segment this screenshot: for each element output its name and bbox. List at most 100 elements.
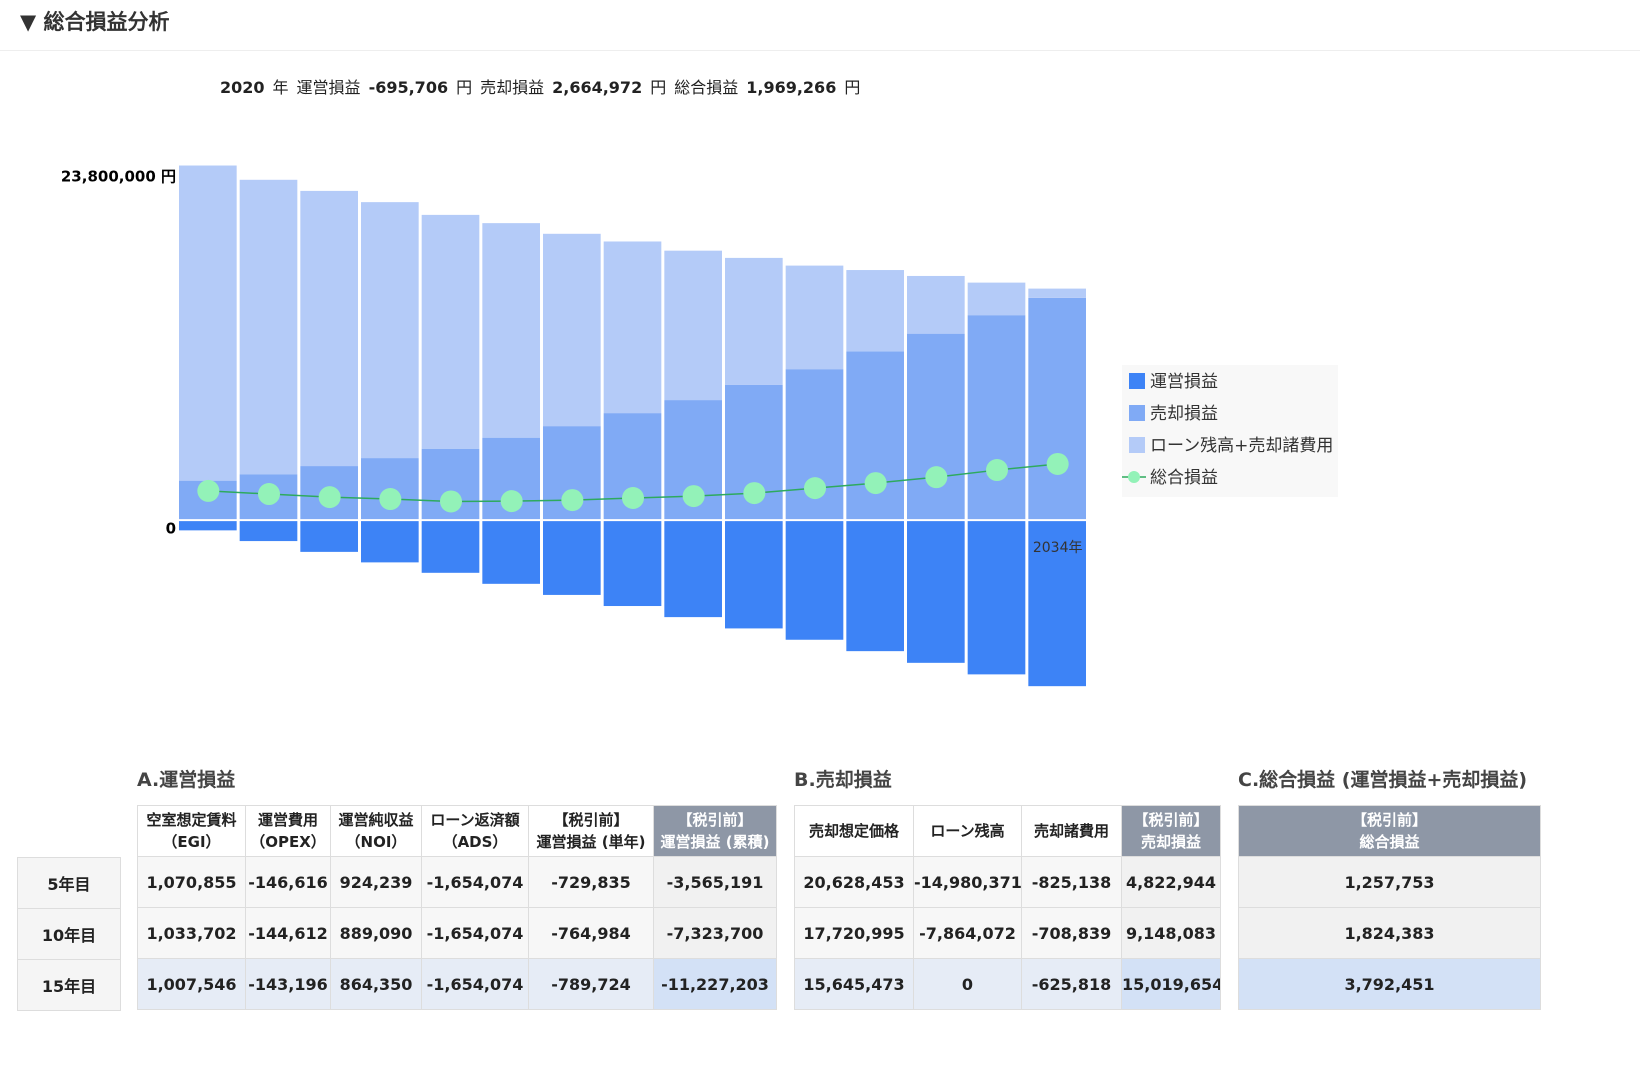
legend-marker [1128, 471, 1140, 483]
row: 1,007,546 -143,196 864,350 -1,654,074 -789,7… [137, 958, 777, 1010]
bar [482, 223, 540, 438]
bar [361, 202, 419, 459]
bar [603, 241, 662, 414]
header-text: 空室想定賃料 [146, 811, 237, 829]
header-text: （OPEX） [250, 833, 326, 851]
line-marker [622, 487, 644, 510]
summary: 2020 年運営損益 -695,706 円売却損益 2,664,972 円総合損益 1,96… [220, 74, 868, 98]
x-category-label: 2034年 [1033, 540, 1083, 556]
y-tick-label: 23,800,000 円 [61, 167, 176, 185]
cell: 3,792,451 [1238, 958, 1541, 1010]
line-marker [986, 459, 1008, 482]
data-table: 【税引前】 総合損益 1,257,753 1,824,383 3,792,451 [1238, 805, 1541, 1010]
bar [785, 520, 844, 640]
row: 10年目 [17, 908, 121, 960]
legend-box [1122, 365, 1338, 497]
cell: -764,984 [528, 907, 654, 959]
bar [239, 520, 298, 542]
row: 17,720,995 -7,864,072 -708,839 9,148,083 [794, 907, 1221, 959]
column-header: 売却想定価格 [794, 805, 914, 857]
cell: 9,148,083 [1121, 907, 1221, 959]
cell: 20,628,453 [794, 856, 914, 908]
bar [1028, 520, 1086, 687]
y-tick-label: 0 [166, 520, 176, 538]
line-marker [500, 490, 523, 513]
table-title: C.総合損益 (運営損益+売却損益) [1238, 769, 1528, 791]
bar [846, 351, 904, 521]
bar [300, 190, 358, 467]
row-label: 15年目 [17, 959, 121, 1011]
header-row: 空室想定賃料 （EGI） 運営費用 （OPEX） 運営純収益 （NOI） ローン返済額 （AD… [137, 805, 777, 857]
bar [967, 520, 1026, 675]
divider [0, 50, 1640, 51]
cell: 1,824,383 [1238, 907, 1541, 959]
bar [543, 233, 601, 427]
cell: -11,227,203 [653, 958, 777, 1010]
summary-unit: 円 [844, 78, 861, 97]
summary-label: 総合損益 [674, 78, 739, 97]
cell: -789,724 [528, 958, 654, 1010]
section-title[interactable]: ▼ 総合損益分析 [20, 10, 170, 34]
header-text: 売却損益 [1140, 833, 1201, 851]
cell: -708,839 [1021, 907, 1122, 959]
cell: 4,822,944 [1121, 856, 1221, 908]
legend-swatch [1129, 373, 1145, 389]
line-marker [318, 486, 341, 509]
bar [664, 250, 722, 401]
cell: -146,616 [245, 856, 331, 908]
bar [725, 520, 783, 629]
cell: -1,654,074 [421, 856, 529, 908]
bar [421, 214, 480, 449]
line-marker [379, 488, 402, 511]
cell: -143,196 [245, 958, 331, 1010]
cell: -7,864,072 [913, 907, 1022, 959]
column-header: 運営費用 （OPEX） [245, 805, 331, 857]
cell: -3,565,191 [653, 856, 777, 908]
column-header: 【税引前】 総合損益 [1238, 805, 1541, 857]
bar [664, 520, 722, 618]
legend-label: 運営損益 [1150, 372, 1218, 392]
chart: 0 23,800,000 円 2034年 運営損益売却損益ローン残高+売却諸費用総合損… [60, 165, 1338, 687]
header-text: 【税引前】 [677, 811, 753, 829]
legend-label: 売却損益 [1150, 404, 1218, 424]
header-text: ローン残高 [930, 822, 1005, 840]
summary-unit: 円 [650, 78, 667, 97]
column-header: 空室想定賃料 （EGI） [137, 805, 246, 857]
header-text: 売却想定価格 [808, 822, 899, 840]
summary-unit: 年 [272, 78, 289, 97]
cell: 1,033,702 [137, 907, 246, 959]
row: 1,033,702 -144,612 889,090 -1,654,074 -764,9… [137, 907, 777, 959]
bar [300, 520, 358, 552]
table-title: A.運営損益 [137, 769, 236, 791]
bar [846, 270, 904, 352]
header-text: 総合損益 [1359, 833, 1420, 851]
column-header: 【税引前】 運営損益 (累積) [653, 805, 777, 857]
row: 15年目 [17, 959, 121, 1011]
column-header: ローン返済額 （ADS） [421, 805, 529, 857]
line-marker [925, 466, 948, 489]
header-text: 【税引前】 [1133, 811, 1209, 829]
line-marker [440, 490, 462, 513]
bar [967, 282, 1026, 316]
line-marker [561, 489, 584, 512]
line-marker [197, 479, 220, 502]
line-marker [743, 482, 766, 505]
column-header: 売却諸費用 [1021, 805, 1122, 857]
row: 20,628,453 -14,980,371 -825,138 4,822,944 [794, 856, 1221, 908]
legend-swatch [1129, 405, 1145, 421]
summary-label: 運営損益 [296, 78, 361, 97]
row: 1,824,383 [1238, 907, 1541, 959]
header-text: （ADS） [442, 833, 508, 851]
bar [967, 315, 1026, 521]
header-text: （NOI） [345, 833, 407, 851]
header-text: 運営費用 [257, 811, 318, 829]
bar [361, 520, 419, 563]
row: 5年目 [17, 857, 121, 909]
cell: 864,350 [330, 958, 422, 1010]
cell: 1,070,855 [137, 856, 246, 908]
cell: -625,818 [1021, 958, 1122, 1010]
row: 15,645,473 0 -625,818 15,019,654 [794, 958, 1221, 1010]
row-label: 10年目 [17, 908, 121, 960]
bar [603, 520, 662, 607]
